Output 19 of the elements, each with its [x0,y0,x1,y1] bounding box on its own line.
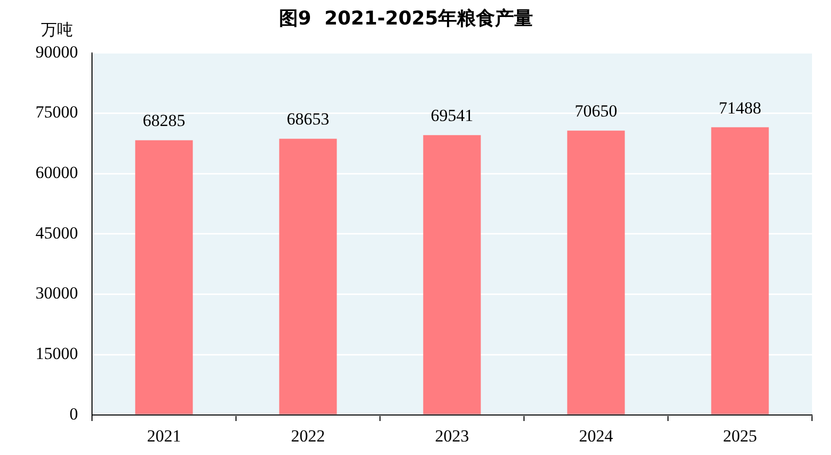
data-label: 68285 [142,111,186,130]
x-tick-label: 2023 [435,426,469,446]
chart-title: 图9 2021-2025年粮食产量 [278,7,534,30]
y-tick-label: 0 [70,404,78,424]
y-tick-label: 75000 [36,102,78,122]
y-tick-label: 45000 [36,223,78,242]
data-label: 68653 [286,110,330,129]
x-tick-label: 2021 [147,426,181,446]
data-label: 69541 [430,106,474,126]
y-tick-label: 60000 [36,163,78,182]
y-tick-label: 90000 [36,42,78,62]
y-tick-label: 30000 [36,284,78,303]
data-label: 71488 [718,98,762,118]
x-tick-label: 2025 [723,426,757,446]
y-axis-title: 万吨 [41,20,73,39]
x-tick-label: 2022 [291,426,325,446]
y-tick-label: 15000 [36,344,78,364]
data-label: 70650 [574,102,618,121]
x-tick-label: 2024 [579,426,614,446]
